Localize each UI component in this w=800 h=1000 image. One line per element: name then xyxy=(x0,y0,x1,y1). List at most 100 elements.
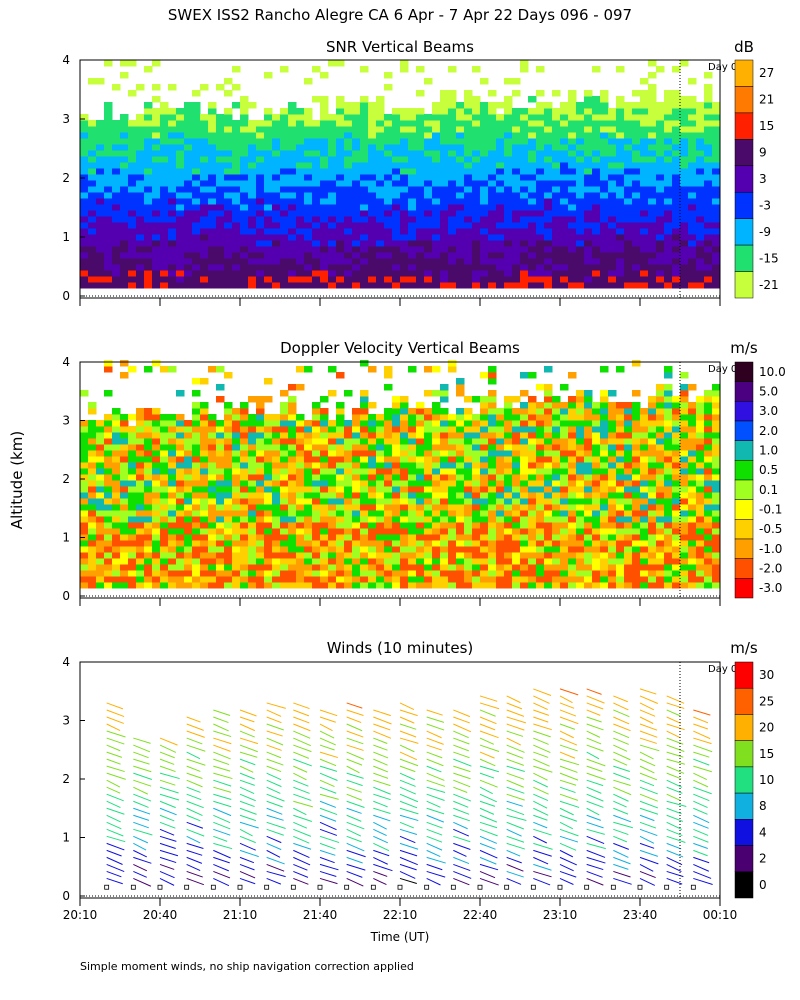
doppler-cell xyxy=(432,480,441,487)
doppler-cell xyxy=(280,570,289,577)
doppler-cell xyxy=(408,486,417,493)
snr-cell xyxy=(152,204,161,211)
doppler-cell xyxy=(464,540,473,547)
doppler-cell xyxy=(504,498,513,505)
snr-cell xyxy=(520,168,529,175)
snr-cell xyxy=(512,78,521,85)
snr-cell xyxy=(128,138,137,145)
doppler-cell xyxy=(512,582,521,589)
snr-cell xyxy=(696,138,705,145)
snr-cell xyxy=(560,120,569,127)
snr-cell xyxy=(608,132,617,139)
doppler-cell xyxy=(376,432,385,439)
doppler-cell xyxy=(288,510,297,517)
snr-cell xyxy=(152,120,161,127)
doppler-cell xyxy=(120,552,129,559)
doppler-cell xyxy=(136,414,145,421)
snr-cell xyxy=(368,276,377,283)
snr-cell xyxy=(88,174,97,181)
snr-cell xyxy=(472,168,481,175)
snr-cell xyxy=(80,120,89,127)
doppler-cell xyxy=(392,522,401,529)
snr-cell xyxy=(104,108,113,115)
doppler-cell xyxy=(448,450,457,457)
snr-cell xyxy=(704,276,713,283)
snr-cell xyxy=(376,138,385,145)
snr-cell xyxy=(248,138,257,145)
snr-cell xyxy=(344,168,353,175)
snr-cell xyxy=(128,264,137,271)
doppler-cell xyxy=(408,432,417,439)
snr-cell xyxy=(112,168,121,175)
doppler-cell xyxy=(88,408,97,415)
snr-cell xyxy=(712,126,721,133)
snr-cell xyxy=(560,114,569,121)
doppler-cell xyxy=(464,456,473,463)
snr-cell xyxy=(120,210,129,217)
doppler-cell xyxy=(440,552,449,559)
doppler-cell xyxy=(424,444,433,451)
doppler-cell xyxy=(448,528,457,535)
snr-cell xyxy=(216,264,225,271)
snr-cell xyxy=(656,144,665,151)
snr-cell xyxy=(712,228,721,235)
snr-cell xyxy=(360,186,369,193)
snr-cell xyxy=(200,162,209,169)
snr-cell xyxy=(224,180,233,187)
snr-cell xyxy=(264,222,273,229)
doppler-cell xyxy=(616,564,625,571)
doppler-cell xyxy=(600,582,609,589)
snr-cell xyxy=(568,102,577,109)
snr-cell xyxy=(256,246,265,253)
snr-cell xyxy=(472,144,481,151)
snr-cell xyxy=(440,204,449,211)
snr-cell xyxy=(344,216,353,223)
snr-cell xyxy=(600,276,609,283)
snr-cell xyxy=(536,258,545,265)
snr-cell xyxy=(696,186,705,193)
doppler-cell xyxy=(584,414,593,421)
doppler-cell xyxy=(160,558,169,565)
doppler-cell xyxy=(584,576,593,583)
snr-cell xyxy=(520,216,529,223)
doppler-cell xyxy=(200,468,209,475)
snr-cell xyxy=(584,138,593,145)
doppler-cell xyxy=(208,534,217,541)
doppler-cell xyxy=(368,402,377,409)
snr-cell xyxy=(264,246,273,253)
doppler-cell xyxy=(424,414,433,421)
doppler-cell xyxy=(120,372,129,379)
doppler-cell xyxy=(656,522,665,529)
doppler-cell xyxy=(640,540,649,547)
snr-cell xyxy=(488,198,497,205)
doppler-cell xyxy=(304,438,313,445)
snr-cell xyxy=(480,132,489,139)
snr-cell xyxy=(264,276,273,283)
snr-cell xyxy=(344,204,353,211)
snr-cell xyxy=(264,132,273,139)
doppler-cell xyxy=(680,390,689,397)
snr-cell xyxy=(224,90,233,97)
doppler-cell xyxy=(520,486,529,493)
doppler-cell xyxy=(96,468,105,475)
snr-cell xyxy=(552,222,561,229)
snr-cell xyxy=(88,138,97,145)
snr-cell xyxy=(480,180,489,187)
doppler-cell xyxy=(680,372,689,379)
doppler-cell xyxy=(192,564,201,571)
doppler-cell xyxy=(128,498,137,505)
doppler-cell xyxy=(192,468,201,475)
doppler-cell xyxy=(608,522,617,529)
snr-cell xyxy=(88,150,97,157)
snr-cell xyxy=(552,252,561,259)
doppler-cell xyxy=(504,534,513,541)
doppler-cell xyxy=(216,450,225,457)
snr-cell xyxy=(488,150,497,157)
doppler-cell xyxy=(184,582,193,589)
doppler-cell xyxy=(296,576,305,583)
doppler-cell xyxy=(584,420,593,427)
doppler-cell xyxy=(656,384,665,391)
snr-cell xyxy=(712,252,721,259)
snr-cell xyxy=(128,228,137,235)
snr-cell xyxy=(96,198,105,205)
